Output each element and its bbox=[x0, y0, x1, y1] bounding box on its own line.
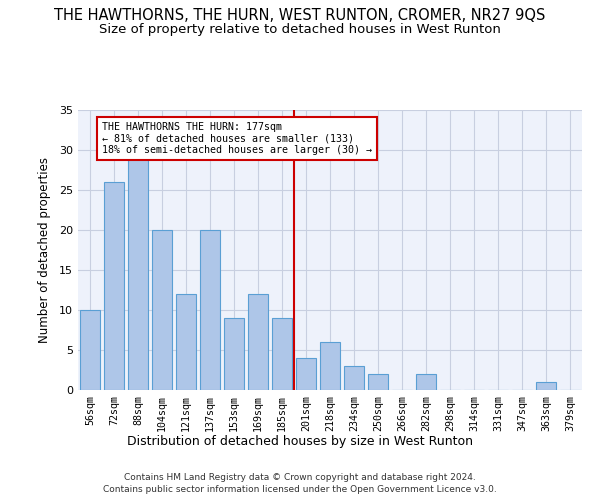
Bar bbox=[80, 310, 100, 390]
Bar bbox=[272, 318, 292, 390]
Bar bbox=[296, 358, 316, 390]
Text: THE HAWTHORNS THE HURN: 177sqm
← 81% of detached houses are smaller (133)
18% of: THE HAWTHORNS THE HURN: 177sqm ← 81% of … bbox=[102, 122, 372, 155]
Bar bbox=[536, 382, 556, 390]
Bar bbox=[200, 230, 220, 390]
Bar bbox=[416, 374, 436, 390]
Text: Contains HM Land Registry data © Crown copyright and database right 2024.: Contains HM Land Registry data © Crown c… bbox=[124, 472, 476, 482]
Bar bbox=[104, 182, 124, 390]
Text: Size of property relative to detached houses in West Runton: Size of property relative to detached ho… bbox=[99, 22, 501, 36]
Bar bbox=[368, 374, 388, 390]
Bar bbox=[248, 294, 268, 390]
Bar bbox=[224, 318, 244, 390]
Y-axis label: Number of detached properties: Number of detached properties bbox=[38, 157, 50, 343]
Bar bbox=[128, 158, 148, 390]
Bar bbox=[320, 342, 340, 390]
Bar bbox=[152, 230, 172, 390]
Bar bbox=[344, 366, 364, 390]
Text: Distribution of detached houses by size in West Runton: Distribution of detached houses by size … bbox=[127, 435, 473, 448]
Bar bbox=[176, 294, 196, 390]
Text: Contains public sector information licensed under the Open Government Licence v3: Contains public sector information licen… bbox=[103, 485, 497, 494]
Text: THE HAWTHORNS, THE HURN, WEST RUNTON, CROMER, NR27 9QS: THE HAWTHORNS, THE HURN, WEST RUNTON, CR… bbox=[55, 8, 545, 22]
